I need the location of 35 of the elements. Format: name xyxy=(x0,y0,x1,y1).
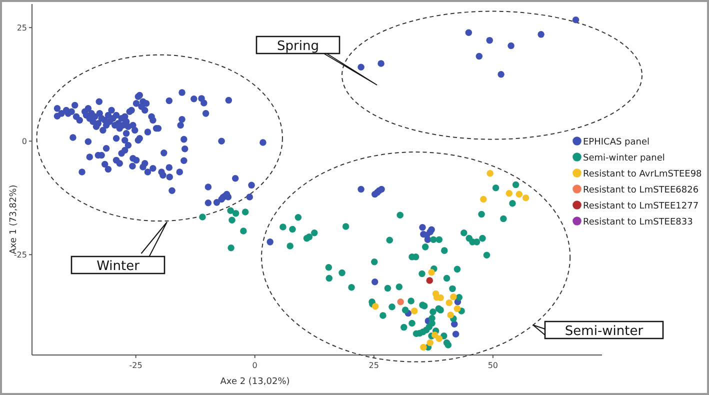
point xyxy=(428,268,435,276)
point xyxy=(410,308,418,314)
y-tick-label: 25 xyxy=(16,24,27,33)
x-tick-label: -25 xyxy=(129,361,142,370)
point xyxy=(372,303,379,310)
annotation: Spring xyxy=(277,39,319,54)
point xyxy=(437,294,444,302)
point xyxy=(426,277,434,284)
legend-label: Resistant to LmSTEE1277 xyxy=(583,202,699,212)
point xyxy=(506,190,513,197)
legend-label: Resistant to LmSTEE833 xyxy=(583,218,693,228)
legend-label: Resistant to LmSTEE6826 xyxy=(583,186,699,196)
point xyxy=(397,298,404,306)
point xyxy=(450,294,457,300)
annotation: Winter xyxy=(96,259,140,274)
x-tick-label: 50 xyxy=(488,361,498,370)
point xyxy=(420,344,427,351)
x-tick-label: 25 xyxy=(368,361,379,370)
point xyxy=(426,339,434,346)
point xyxy=(446,299,453,306)
point xyxy=(522,194,530,202)
point xyxy=(480,196,487,203)
x-axis-title: Axe 2 (13,02%) xyxy=(220,377,290,387)
point xyxy=(436,335,443,342)
point xyxy=(431,332,438,338)
y-tick-label: 0 xyxy=(22,137,27,146)
annotation: Semi-winter xyxy=(564,324,644,339)
point xyxy=(447,312,454,318)
legend-label: EPHICAS panel xyxy=(583,138,650,148)
legend-label: Semi-winter panel xyxy=(583,154,665,164)
point xyxy=(454,305,461,312)
legend-label: Resistant to AvrLmSTEE98 xyxy=(583,170,702,180)
point xyxy=(516,190,523,198)
x-tick-label: 0 xyxy=(252,361,258,370)
point xyxy=(486,170,494,177)
